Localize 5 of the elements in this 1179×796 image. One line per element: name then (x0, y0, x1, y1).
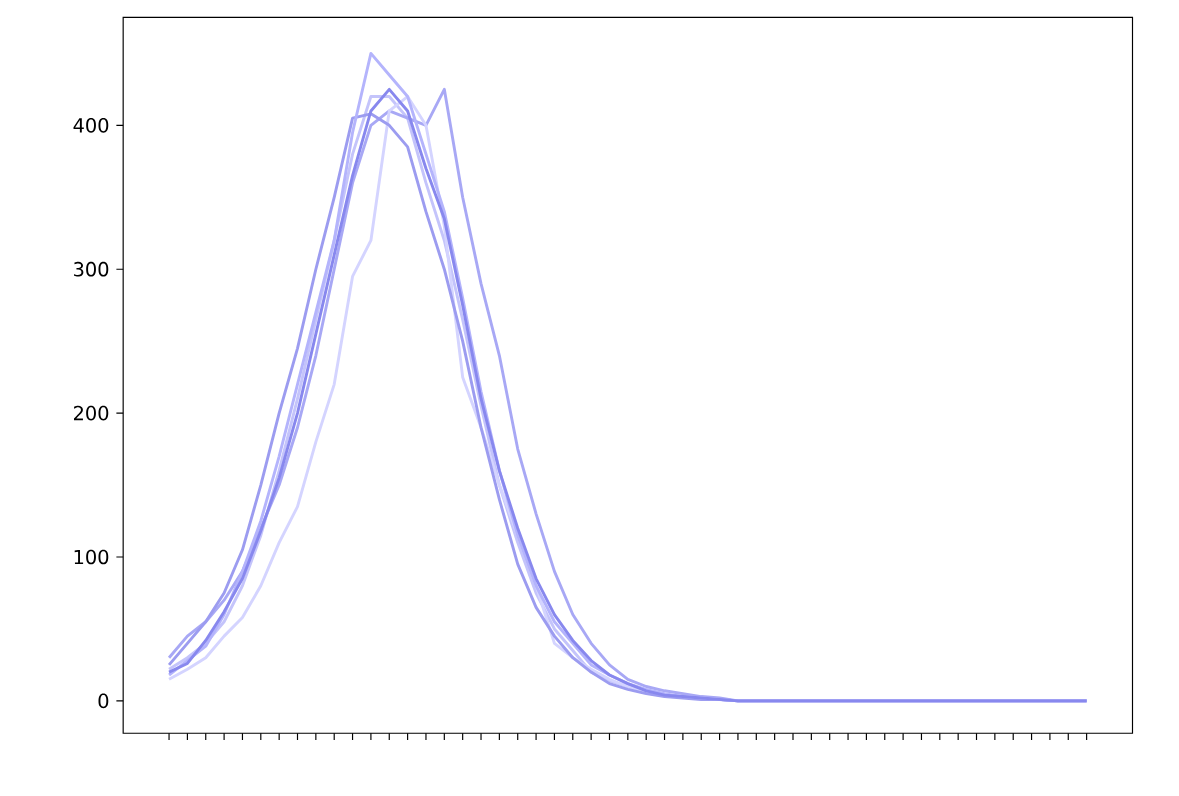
y-tick-label: 400 (73, 117, 109, 133)
y-tick-label: 100 (74, 549, 109, 565)
y-tick-label: 200 (73, 405, 109, 421)
y-tick-label: 300 (74, 261, 109, 277)
y-tick-label: 0 (98, 693, 109, 709)
